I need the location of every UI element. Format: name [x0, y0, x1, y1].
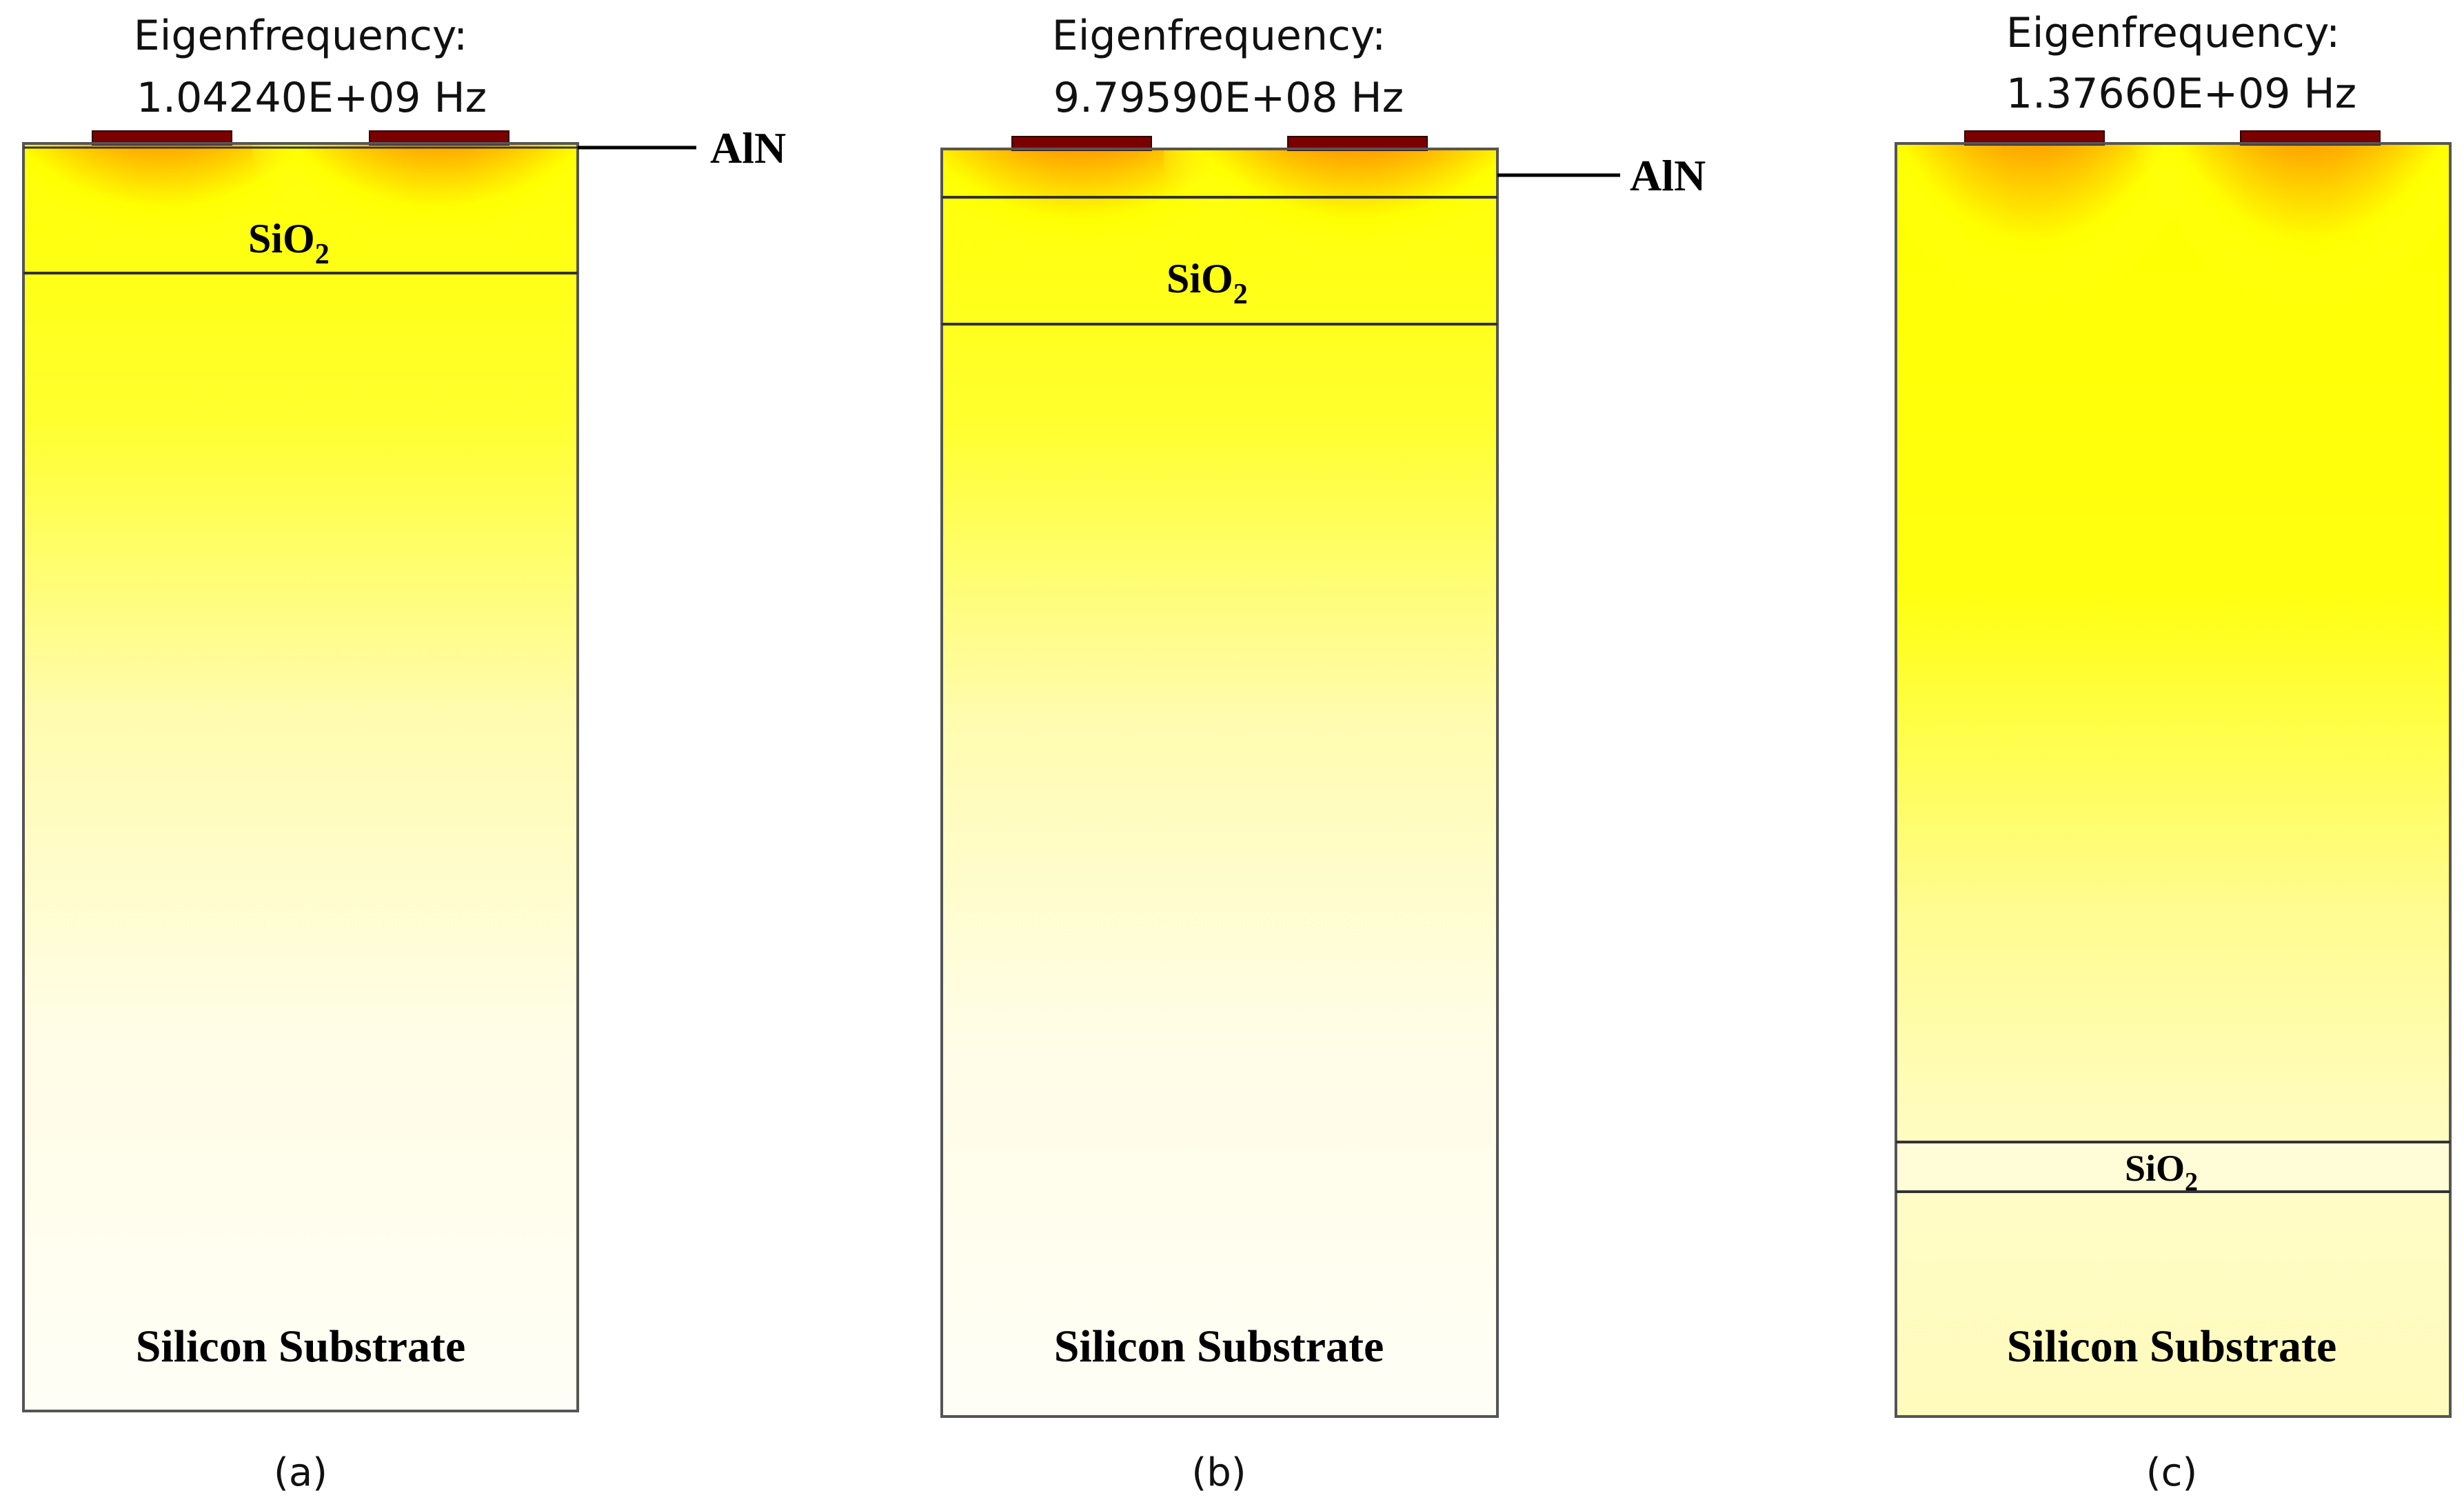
device-outline-b: [940, 148, 1499, 1418]
panel-a: Eigenfrequency: 1.04240E+09 Hz AlN SiO2 …: [22, 12, 786, 1495]
aln-label-b: AlN: [1630, 151, 1706, 200]
caption-b: (b): [1191, 1450, 1246, 1495]
sio2-label-c: SiO2: [2125, 1148, 2198, 1197]
substrate-label-a: Silicon Substrate: [136, 1321, 466, 1372]
sio2-label-a: SiO2: [248, 216, 330, 270]
sio2-label-b: SiO2: [1167, 256, 1248, 310]
sio2-sub-b: 2: [1233, 279, 1248, 310]
device-outline-c: [1895, 142, 2452, 1418]
field-map-a: [23, 143, 578, 1411]
field-map-b: [942, 149, 1497, 1417]
freq-value-a: 1.04240E+09 Hz: [137, 74, 487, 122]
panel-c: Eigenfrequency: 1.37660E+09 Hz SiO2 Sili…: [1895, 9, 2452, 1495]
panel-b: Eigenfrequency: 9.79590E+08 Hz AlN SiO2 …: [940, 12, 1706, 1495]
substrate-label-b: Silicon Substrate: [1054, 1321, 1384, 1372]
device-outline-a: [22, 142, 579, 1412]
freq-value-c: 1.37660E+09 Hz: [2006, 70, 2356, 118]
field-map-c: [1896, 143, 2450, 1417]
sio2-main-c: SiO: [2125, 1148, 2185, 1189]
aln-label-a: AlN: [710, 123, 786, 172]
freq-label-b: Eigenfrequency:: [1052, 12, 1386, 60]
freq-value-b: 9.79590E+08 Hz: [1053, 74, 1404, 122]
caption-c: (c): [2146, 1450, 2197, 1495]
freq-label-c: Eigenfrequency:: [2006, 9, 2340, 57]
sio2-main-b: SiO: [1167, 256, 1233, 301]
sio2-sub-a: 2: [315, 239, 330, 270]
sio2-sub-c: 2: [2185, 1168, 2198, 1197]
substrate-label-c: Silicon Substrate: [2007, 1321, 2337, 1372]
caption-a: (a): [274, 1450, 327, 1495]
freq-label-a: Eigenfrequency:: [134, 12, 467, 60]
sio2-main-a: SiO: [248, 216, 315, 261]
